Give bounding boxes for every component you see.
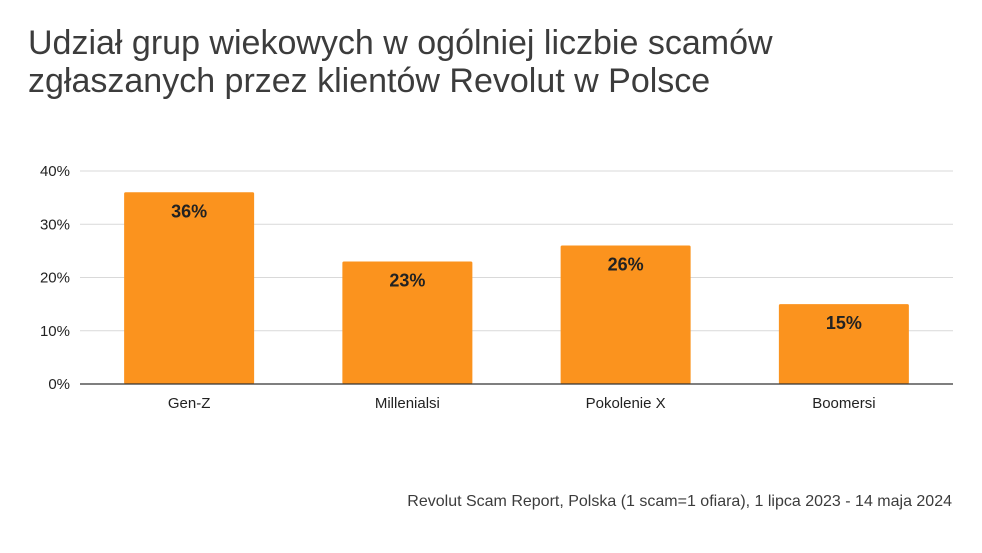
chart-title-line-2: zgłaszanych przez klientów Revolut w Pol… [28,62,711,100]
y-tick-label: 10% [40,323,70,340]
x-tick-label: Pokolenie X [586,395,666,412]
x-axis-tick-labels: Gen-Z Millenialsi Pokolenie X Boomersi [168,395,876,412]
chart-title-line-1: Udział grup wiekowych w ogólniej liczbie… [28,24,773,62]
data-labels: 36% 23% 26% 15% [171,201,862,333]
bar-value-label: 15% [826,313,862,333]
bars [124,192,909,384]
x-tick-label: Millenialsi [375,395,440,412]
bar [560,245,691,384]
source-note: Revolut Scam Report, Polska (1 scam=1 of… [407,493,952,510]
bar-value-label: 23% [389,271,425,291]
bar [124,192,255,384]
y-tick-label: 0% [48,376,70,393]
chart-title: Udział grup wiekowych w ogólniej liczbie… [28,24,928,100]
x-tick-label: Gen-Z [168,395,211,412]
bar-value-label: 36% [171,201,207,221]
y-tick-label: 40% [40,163,70,180]
y-axis-tick-labels: 0% 10% 20% 30% 40% [40,163,70,393]
bar [342,261,473,384]
y-tick-label: 20% [40,270,70,287]
bar-value-label: 26% [608,255,644,275]
x-tick-label: Boomersi [812,395,875,412]
bar [778,304,909,384]
y-tick-label: 30% [40,216,70,233]
